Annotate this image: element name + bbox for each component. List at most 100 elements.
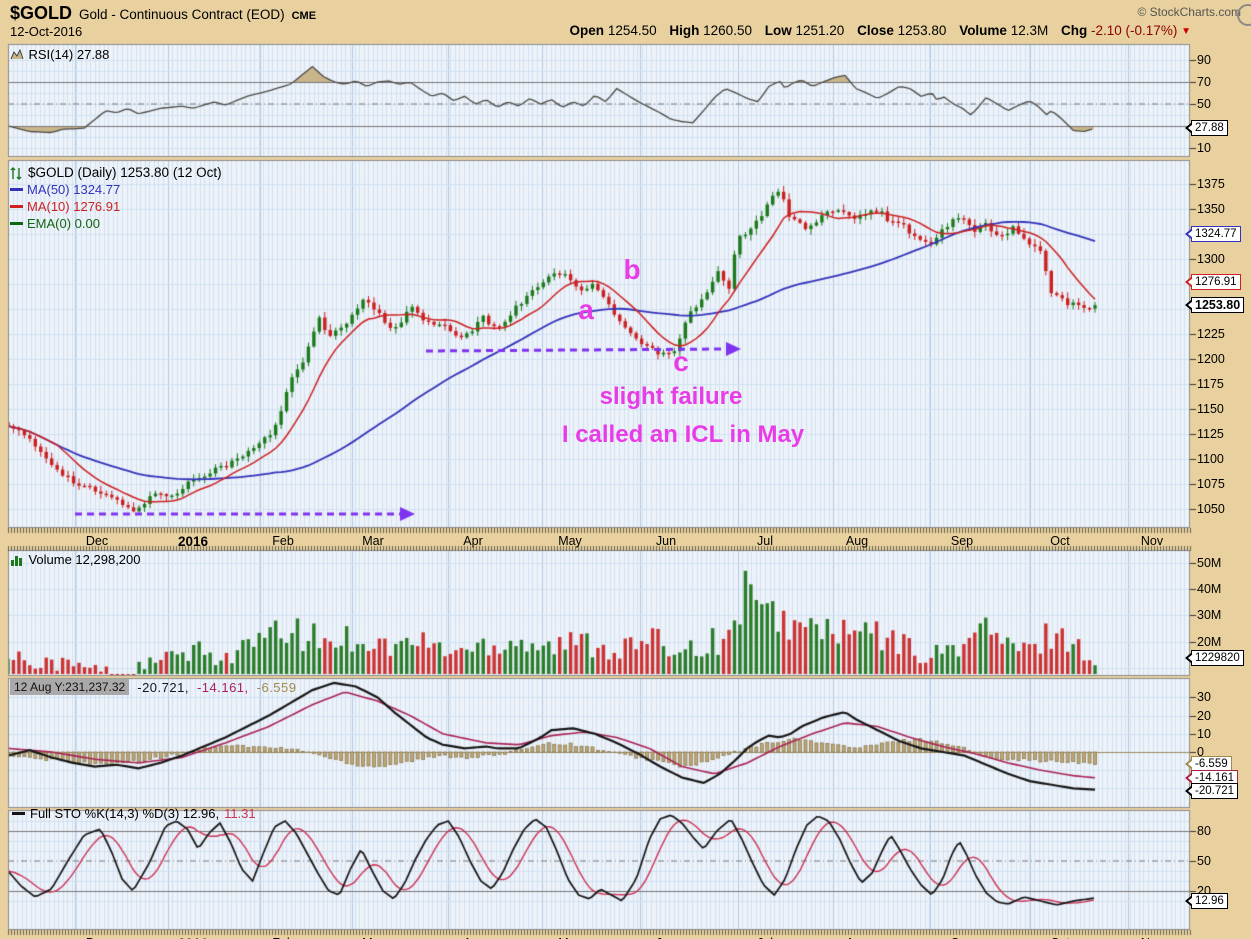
y-axis-tick-label: 1200 [1197,352,1225,366]
y-axis-tick-label: 1175 [1197,377,1224,391]
x-axis-label-bottom: Oct [1050,936,1069,939]
y-axis-tick-label: 50M [1197,556,1222,570]
axis-value-badge: 1276.91 [1185,274,1241,291]
x-axis-label-bottom: Jul [757,936,773,939]
volume-label: Volume [959,23,1007,38]
y-axis-tick-label: 80 [1197,824,1211,838]
high-label: High [669,23,700,38]
y-axis-tick-label: 20M [1197,634,1222,649]
candles-icon [10,166,24,180]
chart-date: 12-Oct-2016 [10,24,83,39]
quote-row: Open 1254.50 High 1260.50 Low 1251.20 Cl… [561,23,1191,38]
chart-annotation-text: c [673,346,689,377]
x-axis-label: Dec [85,534,109,548]
osc-value-hist: -6.559 [256,679,297,695]
copyright-link[interactable]: © StockCharts.com [1137,5,1241,19]
x-axis-label-bottom: Aug [846,936,868,939]
y-axis-tick-label: 1125 [1197,427,1224,441]
axis-value-badge: 1253.80 [1184,297,1245,314]
y-axis-tick-label: 50 [1197,854,1211,868]
header: $GOLD Gold - Continuous Contract (EOD) C… [10,3,316,24]
chg-label: Chg [1061,23,1088,38]
rsi-legend: RSI(14) 27.88 [10,46,109,64]
y-axis-tick-label: 20 [1197,708,1211,723]
x-axis-label-bottom: 2016 [178,936,208,939]
rsi-label: RSI(14) 27.88 [28,47,110,62]
x-axis-label-bottom: Dec [86,936,108,939]
chg-value: -2.10 (-0.17%) [1091,23,1178,38]
chart-annotation-text: I called an ICL in May [561,421,805,448]
open-label: Open [569,23,605,38]
y-axis-tick-label: 50 [1197,97,1211,111]
symbol-label: $GOLD [10,3,73,23]
open-value: 1254.50 [607,23,657,38]
low-label: Low [764,23,792,38]
x-axis-label-bottom: Mar [362,936,384,939]
ema-line-icon [10,222,23,225]
y-axis-tick-label: 10 [1197,726,1211,741]
ma10-label: MA(10) 1276.91 [27,199,121,214]
x-axis-label: Jul [757,534,773,548]
chart-annotation-text: a [578,294,594,325]
x-axis-label-bottom: Apr [463,936,482,939]
y-axis-tick-label: 1100 [1197,452,1224,466]
rsi-zigzag-icon [10,48,24,60]
close-label: Close [857,23,894,38]
axis-value-badge: 27.88 [1185,120,1228,137]
y-axis-tick-label: 1150 [1197,402,1224,416]
ma50-label: MA(50) 1324.77 [27,182,121,197]
x-axis-label-bottom: Feb [272,936,294,939]
axis-value-badge: -20.721 [1184,783,1239,799]
x-axis-label-bottom: Jun [656,936,676,939]
symbol-description: Gold - Continuous Contract (EOD) [79,7,285,22]
refresh-icon[interactable] [1237,4,1251,26]
x-axis-label-bottom: May [558,936,582,939]
sto-label: Full STO %K(14,3) %D(3) 12.96, [30,806,220,821]
close-value: 1253.80 [897,23,947,38]
volume-panel-label: Volume 12,298,200 [28,552,141,567]
x-axis-label: Apr [463,534,483,548]
x-axis-label: Oct [1050,534,1070,548]
price-legend: $GOLD (Daily) 1253.80 (12 Oct) MA(50) 13… [10,165,222,231]
chg-down-icon: ▼ [1181,26,1191,37]
chart-annotation-text: slight failure [599,383,743,410]
high-value: 1260.50 [703,23,752,38]
axis-value-badge: 12.96 [1185,893,1228,909]
volume-value: 12.3M [1010,23,1049,38]
ma10-line-icon [10,205,23,208]
x-axis-label-bottom: Sep [951,936,973,939]
osc-value-red: -14.161, [196,679,249,695]
x-axis-label: Mar [362,534,384,548]
price-title: $GOLD (Daily) 1253.80 (12 Oct) [28,165,222,180]
axis-value-badge: 1229820 [1185,650,1244,666]
y-axis-tick-label: 10 [1197,141,1211,155]
y-axis-tick-label: 90 [1197,53,1211,67]
ema-label: EMA(0) 0.00 [27,216,100,231]
osc-legend: 12 Aug Y:231,237.32 -20.721, -14.161, -6… [10,679,297,695]
x-axis-label: Feb [272,534,294,548]
y-axis-tick-label: 1050 [1197,502,1225,516]
sto-d-value: 11.31 [224,806,256,821]
y-axis-tick-label: 30M [1197,608,1222,623]
x-axis-label: Sep [950,534,974,548]
y-axis-tick-label: 30 [1197,690,1211,705]
y-axis-tick-label: 40M [1197,582,1222,597]
low-value: 1251.20 [795,23,845,38]
exchange-label: CME [291,10,317,22]
volume-legend: Volume 12,298,200 [10,551,141,569]
sto-line-icon [12,812,25,815]
x-axis-label: Nov [1140,534,1164,548]
x-axis-label: Aug [845,534,869,548]
y-axis-tick-label: 1225 [1197,327,1225,341]
x-axis-label-bottom: Nov [1141,936,1163,939]
sto-legend: Full STO %K(14,3) %D(3) 12.96, 11.31 [12,806,256,821]
y-axis-tick-label: 1075 [1197,477,1225,491]
x-axis-label: 2016 [177,534,209,549]
axis-value-badge: 1324.77 [1185,226,1241,243]
y-axis-tick-label: 1375 [1197,177,1225,191]
y-axis-tick-label: 1350 [1197,202,1225,216]
chart-annotation-text: b [623,254,641,285]
x-axis-label: Jun [655,534,677,548]
